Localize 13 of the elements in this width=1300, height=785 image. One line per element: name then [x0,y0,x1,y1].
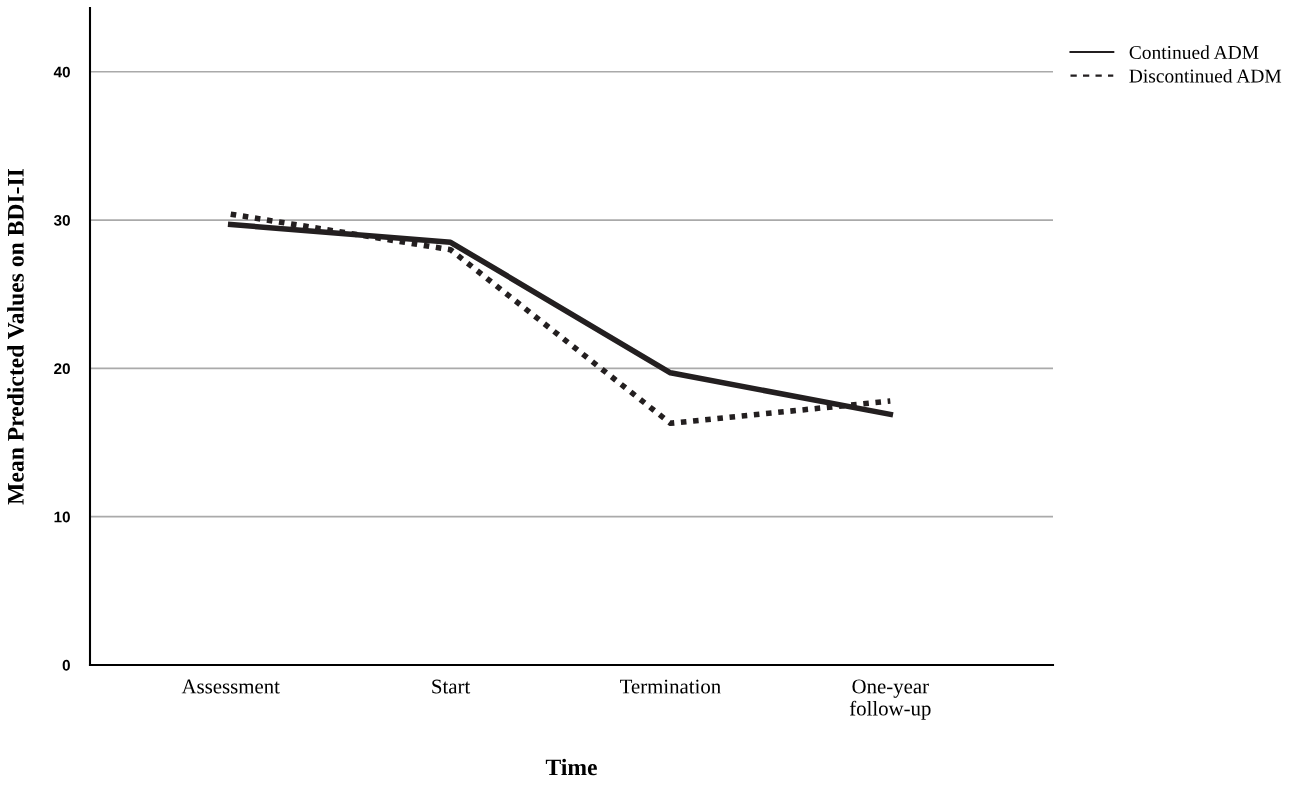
y-tick-label: 10 [54,511,70,523]
y-tick-label: 30 [53,214,70,226]
y-tick-label: 40 [53,66,70,78]
legend-label: Discontinued ADM [1129,68,1282,83]
x-tick-label: Assessment [181,679,280,694]
legend-label: Continued ADM [1129,45,1259,60]
y-tick-label: 0 [62,659,70,671]
x-axis-title: Time [545,758,597,776]
x-tick-label: Termination [620,679,721,694]
x-tick-label: Start [432,679,471,694]
x-tick-label: One-year follow-up [849,679,931,720]
y-axis-title: Mean Predicted Values on BDI-II [7,168,24,505]
y-tick-label: 20 [54,363,70,375]
